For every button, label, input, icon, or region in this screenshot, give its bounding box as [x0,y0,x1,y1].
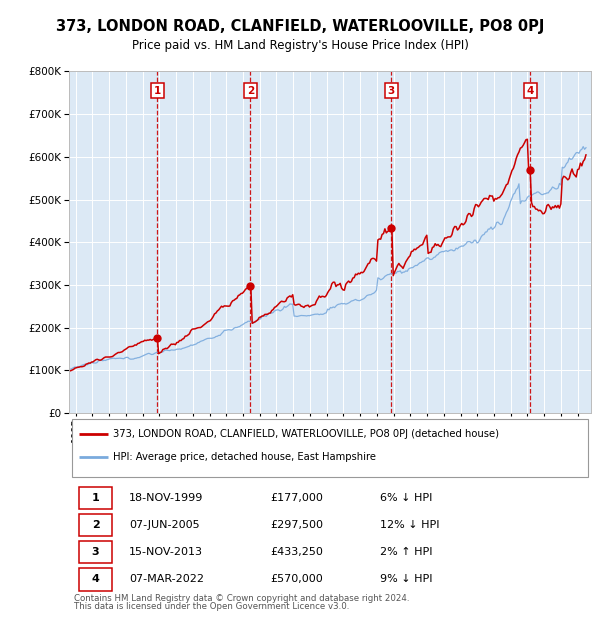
Text: 12% ↓ HPI: 12% ↓ HPI [380,520,439,530]
FancyBboxPatch shape [79,514,112,536]
Text: 373, LONDON ROAD, CLANFIELD, WATERLOOVILLE, PO8 0PJ (detached house): 373, LONDON ROAD, CLANFIELD, WATERLOOVIL… [113,428,499,438]
Text: 18-NOV-1999: 18-NOV-1999 [129,493,203,503]
Text: £570,000: £570,000 [270,574,323,585]
Text: 6% ↓ HPI: 6% ↓ HPI [380,493,432,503]
Text: £177,000: £177,000 [270,493,323,503]
Text: Contains HM Land Registry data © Crown copyright and database right 2024.: Contains HM Land Registry data © Crown c… [74,594,410,603]
Text: 373, LONDON ROAD, CLANFIELD, WATERLOOVILLE, PO8 0PJ: 373, LONDON ROAD, CLANFIELD, WATERLOOVIL… [56,19,544,34]
Text: £433,250: £433,250 [270,547,323,557]
FancyBboxPatch shape [79,569,112,591]
Text: 1: 1 [154,86,161,95]
FancyBboxPatch shape [71,419,589,477]
Text: 4: 4 [92,574,100,585]
Text: This data is licensed under the Open Government Licence v3.0.: This data is licensed under the Open Gov… [74,602,350,611]
Text: 1: 1 [92,493,100,503]
Text: HPI: Average price, detached house, East Hampshire: HPI: Average price, detached house, East… [113,452,376,462]
Text: 3: 3 [92,547,100,557]
FancyBboxPatch shape [79,541,112,564]
Text: 2: 2 [92,520,100,530]
Text: 15-NOV-2013: 15-NOV-2013 [129,547,203,557]
Text: 4: 4 [527,86,534,95]
FancyBboxPatch shape [79,487,112,509]
Text: 2% ↑ HPI: 2% ↑ HPI [380,547,432,557]
Text: 2: 2 [247,86,254,95]
Text: 9% ↓ HPI: 9% ↓ HPI [380,574,432,585]
Text: 07-MAR-2022: 07-MAR-2022 [129,574,204,585]
Text: 07-JUN-2005: 07-JUN-2005 [129,520,200,530]
Text: Price paid vs. HM Land Registry's House Price Index (HPI): Price paid vs. HM Land Registry's House … [131,40,469,52]
Text: £297,500: £297,500 [270,520,323,530]
Text: 3: 3 [388,86,395,95]
